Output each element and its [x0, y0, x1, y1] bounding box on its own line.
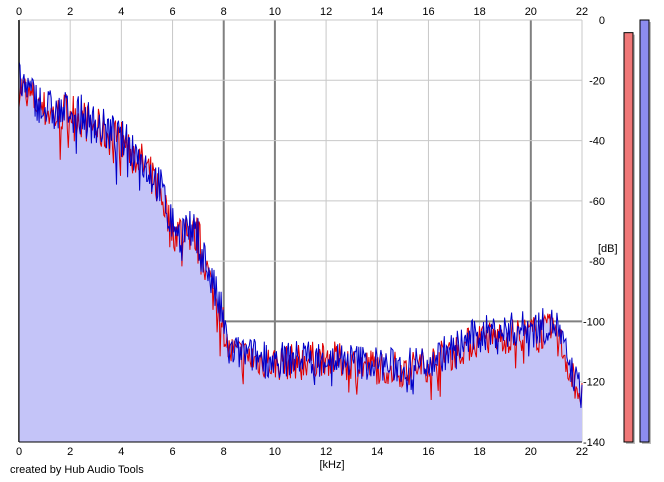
- x-tick-label-bottom: 10: [269, 446, 281, 458]
- x-tick-label-bottom: 20: [525, 446, 537, 458]
- y-axis-label: [dB]: [598, 243, 618, 255]
- x-tick-label-bottom: 8: [221, 446, 227, 458]
- spectrum-lines: [18, 61, 583, 408]
- x-tick-label-top: 10: [269, 6, 281, 18]
- series-line-channel-2: [18, 61, 583, 408]
- y-tick-label: -40: [589, 136, 605, 148]
- x-tick-label-top: 18: [474, 6, 486, 18]
- x-axis-label: [kHz]: [319, 459, 344, 471]
- x-tick-label-top: 12: [320, 6, 332, 18]
- x-tick-label-top: 0: [16, 6, 22, 18]
- level-meter-2: [639, 19, 650, 443]
- x-tick-label-top: 2: [67, 6, 73, 18]
- credit-text: created by Hub Audio Tools: [10, 464, 144, 476]
- axes: 002244668810101212141416161818202022220-…: [16, 6, 605, 458]
- x-tick-label-bottom: 22: [576, 446, 588, 458]
- x-tick-label-bottom: 6: [169, 446, 175, 458]
- y-tick-label: -120: [583, 377, 605, 389]
- x-tick-label-bottom: 2: [67, 446, 73, 458]
- x-tick-label-top: 8: [221, 6, 227, 18]
- y-tick-label: -80: [589, 256, 605, 268]
- grid-lines: [18, 19, 583, 443]
- level-meters: [623, 19, 651, 444]
- x-tick-label-top: 22: [576, 6, 588, 18]
- x-tick-label-top: 14: [371, 6, 383, 18]
- x-tick-label-bottom: 14: [371, 446, 383, 458]
- level-meter-1: [623, 32, 634, 443]
- y-tick-label: -20: [589, 75, 605, 87]
- x-tick-label-top: 4: [118, 6, 124, 18]
- x-tick-label-bottom: 18: [474, 446, 486, 458]
- x-tick-label-bottom: 16: [422, 446, 434, 458]
- x-tick-label-bottom: 12: [320, 446, 332, 458]
- x-tick-label-top: 16: [422, 6, 434, 18]
- y-tick-label: 0: [599, 15, 605, 27]
- x-tick-label-top: 20: [525, 6, 537, 18]
- x-tick-label-bottom: 4: [118, 446, 124, 458]
- y-tick-label: -100: [583, 316, 605, 328]
- y-tick-label: -60: [589, 196, 605, 208]
- x-tick-label-bottom: 0: [16, 446, 22, 458]
- series-line-channel-1: [18, 78, 583, 406]
- x-tick-label-top: 6: [169, 6, 175, 18]
- y-tick-label: -140: [583, 437, 605, 449]
